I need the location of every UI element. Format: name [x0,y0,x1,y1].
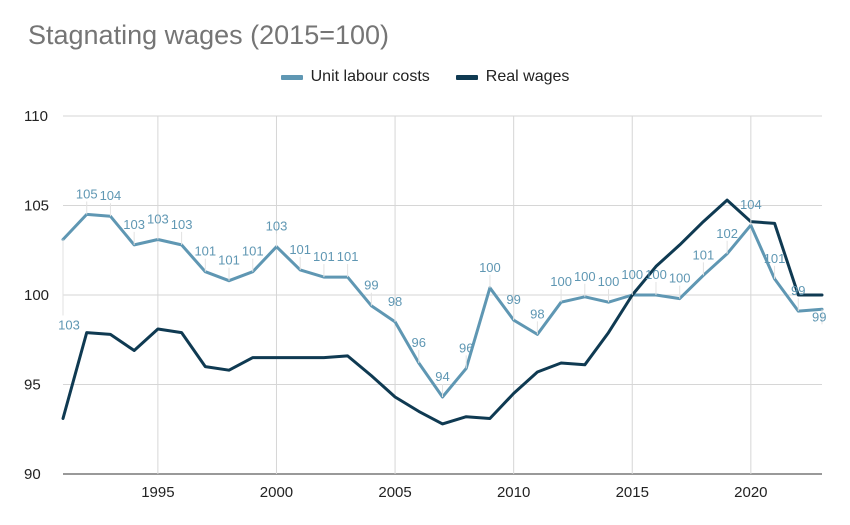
legend-swatch-real-wages [455,74,478,80]
y-tick-label-105: 105 [24,198,49,215]
data-label-2023: 99 [812,309,826,324]
data-label-2009: 100 [479,260,501,275]
data-label-2007: 94 [435,369,449,384]
data-label-1991: 103 [58,318,80,333]
data-label-2000: 103 [266,219,288,234]
data-label-1992: 105 [76,186,98,201]
data-label-2005: 98 [388,294,402,309]
x-tick-label-2010: 2010 [497,484,530,501]
legend-label-real-wages: Real wages [485,68,570,85]
data-label-2021: 101 [764,251,786,266]
data-label-2019: 102 [716,226,738,241]
data-label-1996: 103 [171,217,193,232]
legend-item-real-wages[interactable]: Real wages [455,68,570,86]
legend-item-unit-labour-costs[interactable]: Unit labour costs [280,68,430,86]
y-tick-label-100: 100 [24,287,49,304]
data-label-1994: 103 [123,217,145,232]
data-label-2008: 96 [459,340,473,355]
x-tick-label-2000: 2000 [260,484,293,501]
data-label-2020: 104 [740,197,762,212]
data-label-2014: 100 [598,274,620,289]
data-label-2018: 101 [693,247,715,262]
data-label-2022: 99 [791,283,805,298]
data-label-2010: 99 [506,292,520,307]
data-label-1997: 101 [194,244,216,259]
data-label-2011: 98 [530,306,544,321]
data-label-2002: 101 [313,249,335,264]
y-tick-label-110: 110 [24,108,48,125]
data-label-1998: 101 [218,253,240,268]
data-label-2004: 99 [364,278,378,293]
x-tick-label-2015: 2015 [616,484,649,501]
y-tick-label-95: 95 [24,377,41,394]
x-tick-label-2020: 2020 [734,484,767,501]
data-label-2003: 101 [337,249,359,264]
x-tick-label-1995: 1995 [141,484,174,501]
data-label-1995: 103 [147,212,169,227]
data-label-2012: 100 [550,274,572,289]
chart-title: Stagnating wages (2015=100) [28,20,390,50]
data-label-1999: 101 [242,244,264,259]
data-label-2006: 96 [412,335,426,350]
data-label-1993: 104 [100,188,122,203]
data-label-2001: 101 [289,242,311,257]
data-label-2015: 100 [621,267,643,282]
y-tick-label-90: 90 [24,466,41,483]
legend: Unit labour costs Real wages [0,68,850,86]
data-label-2017: 100 [669,271,691,286]
data-label-2013: 100 [574,269,596,284]
series-line-real-wages [61,198,824,426]
x-tick-label-2005: 2005 [378,484,411,501]
data-label-2016: 100 [645,267,667,282]
legend-label-unit-labour-costs: Unit labour costs [310,68,430,85]
legend-swatch-unit-labour-costs [280,74,303,80]
